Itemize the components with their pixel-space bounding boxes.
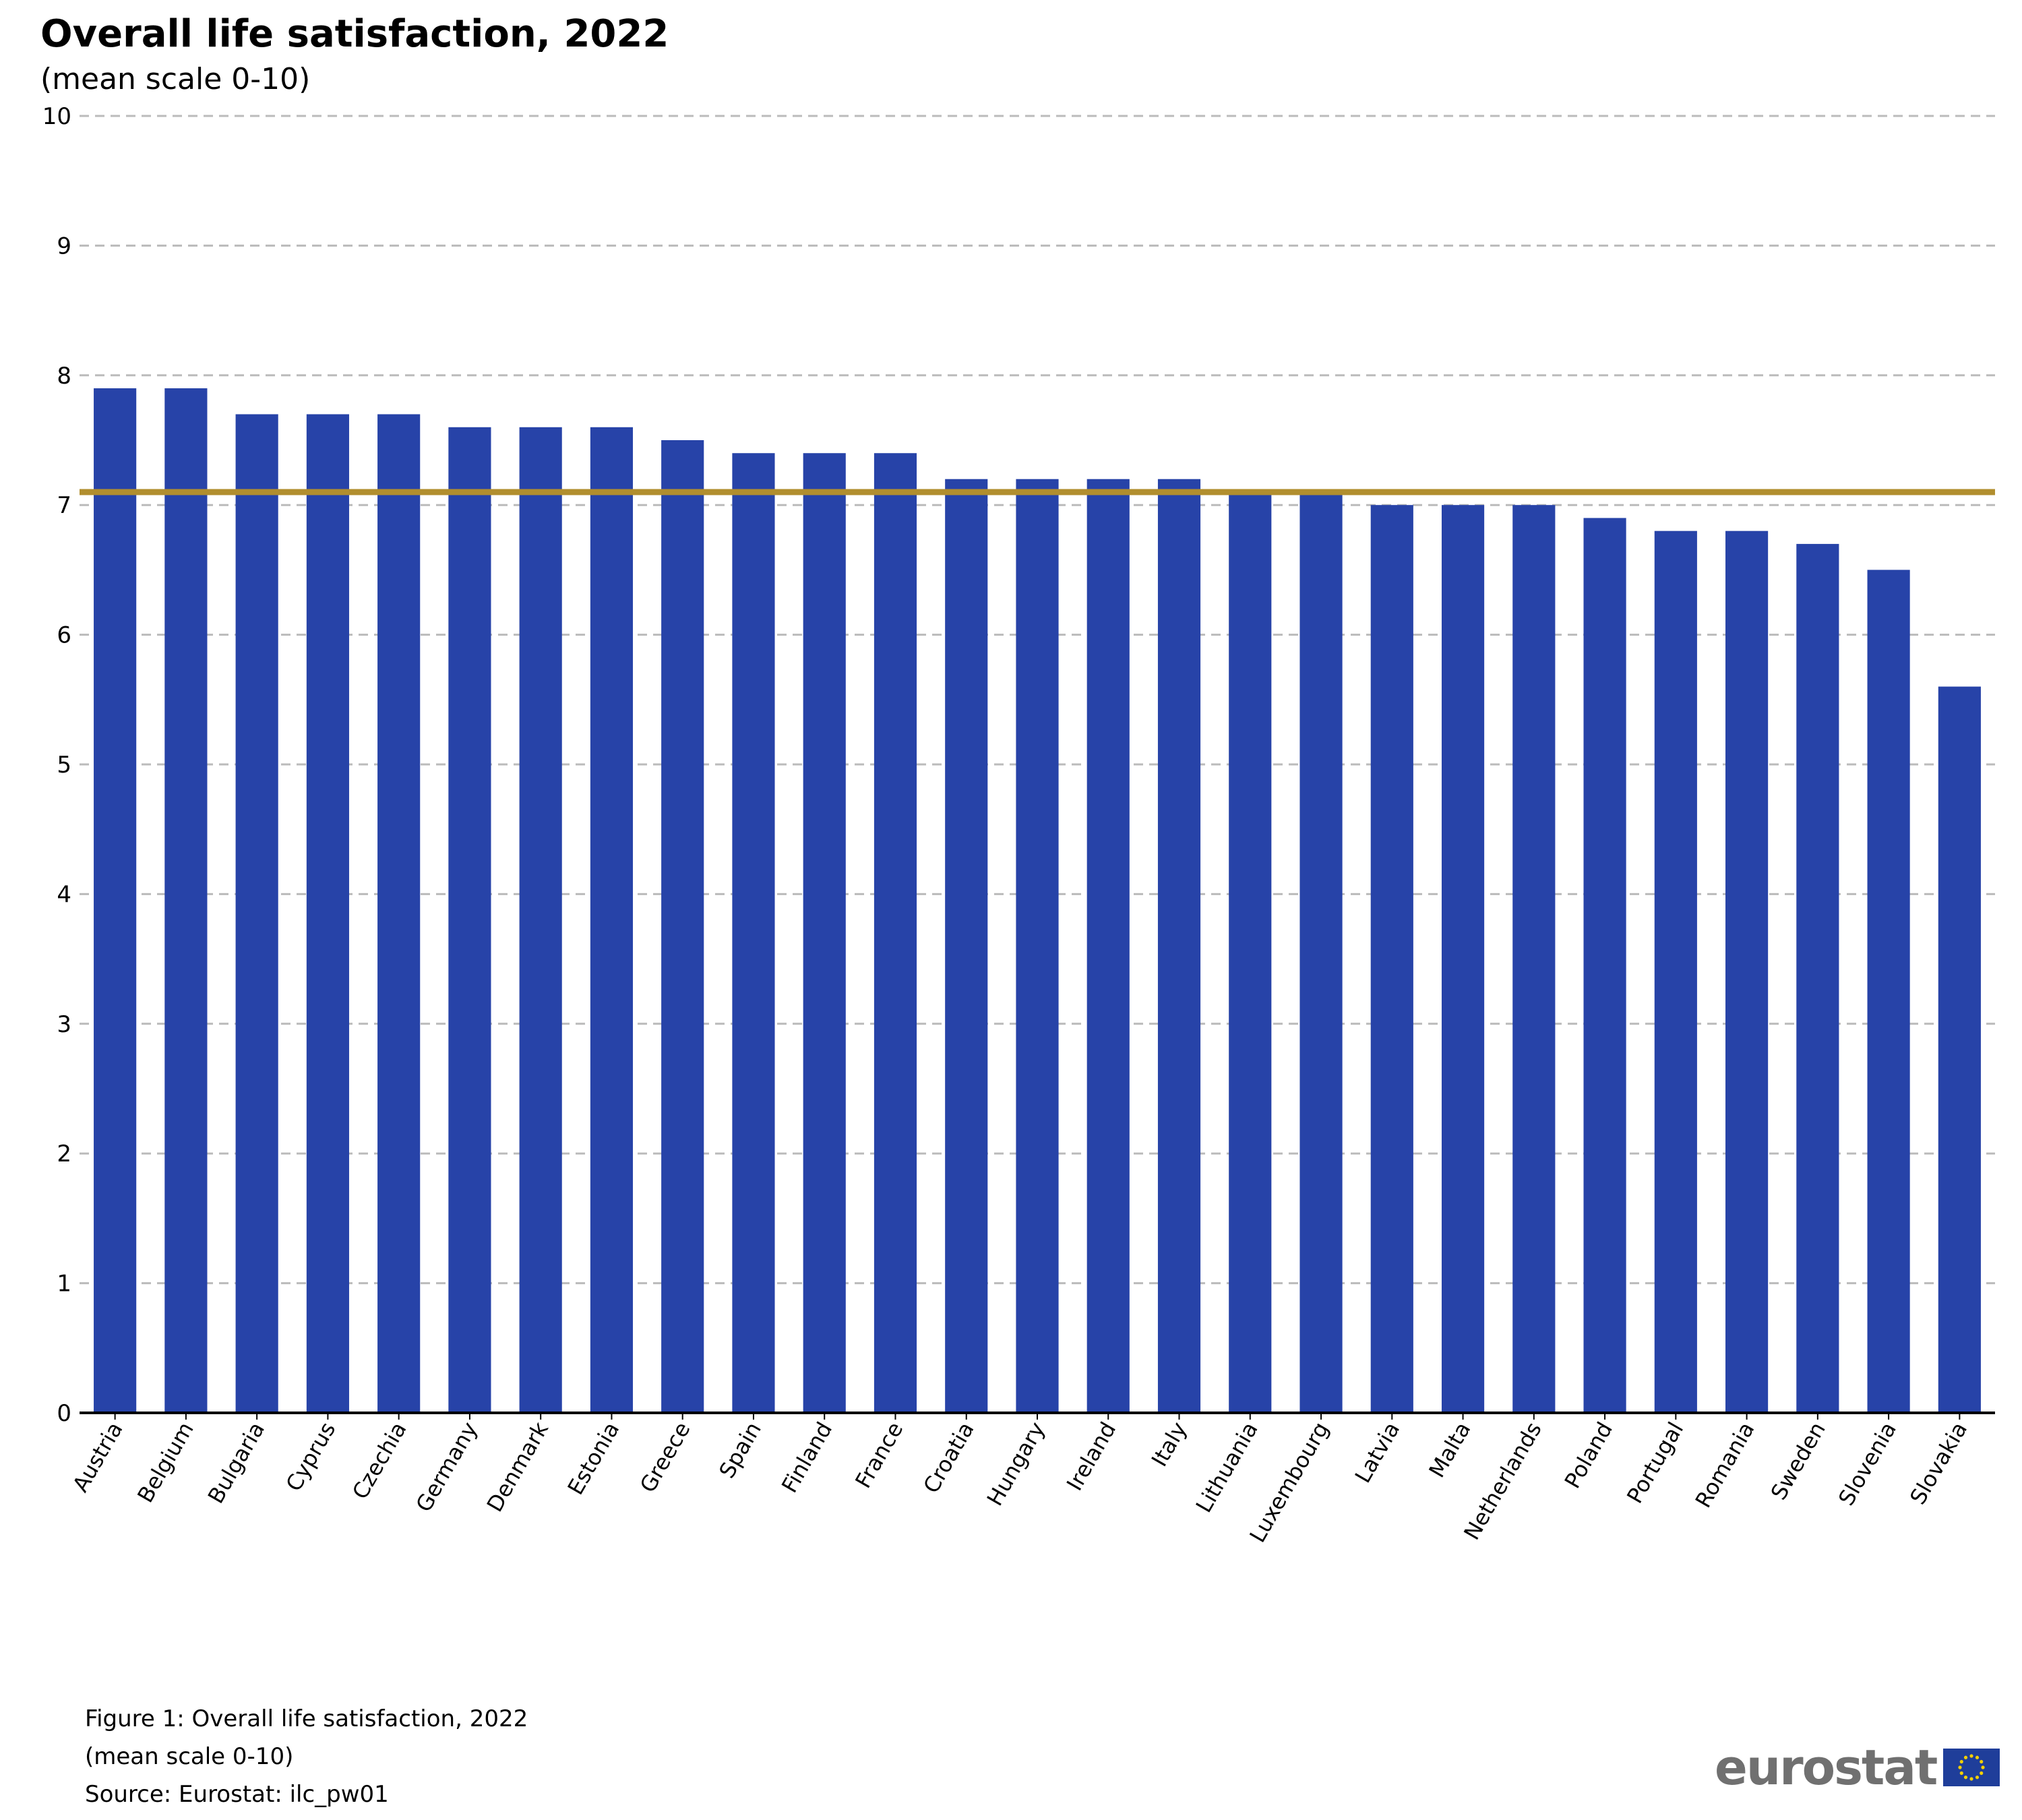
bar xyxy=(519,427,562,1413)
bar xyxy=(1938,686,1981,1413)
x-tick-label: Poland xyxy=(1560,1418,1618,1493)
bar xyxy=(1299,491,1343,1414)
y-tick-label: 3 xyxy=(57,1011,71,1038)
bar xyxy=(1725,530,1769,1414)
bar xyxy=(1796,543,1839,1414)
bar xyxy=(164,388,208,1413)
bar xyxy=(945,479,988,1413)
y-tick-label: 5 xyxy=(57,752,71,779)
x-tick-label: Cyprus xyxy=(281,1418,341,1496)
bar xyxy=(377,414,421,1413)
y-tick-label: 7 xyxy=(57,492,71,519)
x-tick-label: France xyxy=(850,1418,908,1492)
x-tick-label: Italy xyxy=(1146,1418,1192,1471)
figure-caption: Figure 1: Overall life satisfaction, 202… xyxy=(85,1705,528,1732)
x-tick-label: Greece xyxy=(635,1418,696,1497)
bar xyxy=(1654,530,1697,1414)
figure-unit: (mean scale 0-10) xyxy=(85,1743,294,1770)
y-tick-label: 2 xyxy=(57,1141,71,1167)
bar xyxy=(1441,505,1485,1414)
x-tick-label: Austria xyxy=(67,1418,127,1496)
x-tick-label: Finland xyxy=(776,1418,837,1497)
bar xyxy=(874,453,917,1413)
bar xyxy=(448,427,491,1413)
source-note: Source: Eurostat: ilc_pw01 xyxy=(85,1781,389,1808)
y-tick-label: 1 xyxy=(57,1271,71,1298)
eu-flag-icon xyxy=(1943,1749,2000,1786)
figure-notes: Figure 1: Overall life satisfaction, 202… xyxy=(85,1700,528,1813)
x-tick-label: Romania xyxy=(1690,1418,1760,1512)
x-tick-label: Portugal xyxy=(1622,1418,1688,1508)
bar xyxy=(590,427,634,1413)
y-tick-label: 4 xyxy=(57,881,71,908)
x-tick-label: Czechia xyxy=(347,1418,412,1503)
bar xyxy=(235,414,278,1413)
x-tick-label: Croatia xyxy=(918,1418,979,1498)
x-tick-label: Slovenia xyxy=(1833,1418,1901,1510)
bar xyxy=(1512,505,1556,1414)
x-tick-label: Hungary xyxy=(982,1418,1050,1510)
bar xyxy=(306,414,349,1413)
bar xyxy=(661,440,704,1413)
bar xyxy=(803,453,846,1413)
x-tick-label: Latvia xyxy=(1350,1418,1405,1487)
x-tick-label: Slovakia xyxy=(1905,1418,1972,1509)
x-tick-label: Denmark xyxy=(482,1418,554,1517)
bar xyxy=(1157,479,1201,1413)
x-tick-label: Sweden xyxy=(1766,1418,1831,1505)
x-tick-label: Estonia xyxy=(563,1418,625,1499)
bar xyxy=(94,388,137,1413)
bar xyxy=(1583,518,1626,1414)
bar xyxy=(1086,479,1130,1413)
x-tick-label: Malta xyxy=(1423,1418,1475,1482)
x-tick-label: Germany xyxy=(410,1418,482,1516)
bar-chart: 0 1 2 3 4 5 6 7 8 9 10 Austria Belgium Bulgaria Cyprus… xyxy=(42,103,1995,1547)
x-tick-label: Belgium xyxy=(132,1418,199,1507)
bar xyxy=(1016,479,1059,1413)
x-tick-label: Spain xyxy=(714,1418,766,1482)
x-tick-label: Ireland xyxy=(1062,1418,1121,1495)
logo-wordmark: eurostat xyxy=(1715,1739,1938,1796)
y-tick-label: 10 xyxy=(42,103,71,130)
bar xyxy=(1370,505,1413,1414)
bar xyxy=(1867,570,1910,1413)
y-tick-label: 0 xyxy=(57,1400,71,1427)
x-tick-label: Bulgaria xyxy=(203,1418,270,1508)
y-tick-label: 9 xyxy=(57,233,71,260)
chart-subtitle: (mean scale 0-10) xyxy=(40,62,311,96)
y-tick-label: 8 xyxy=(57,363,71,390)
bar xyxy=(732,453,775,1413)
eurostat-logo: eurostat xyxy=(1715,1739,2000,1796)
bar xyxy=(1229,491,1272,1414)
x-tick-label: Lithuania xyxy=(1191,1418,1263,1517)
chart-title: Overall life satisfaction, 2022 xyxy=(40,12,669,56)
y-tick-label: 6 xyxy=(57,622,71,649)
